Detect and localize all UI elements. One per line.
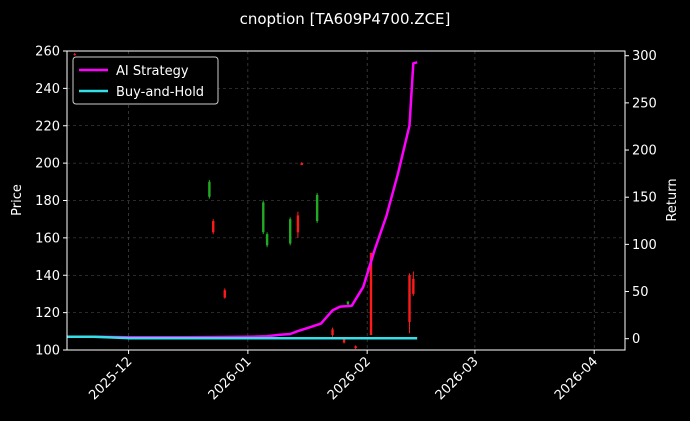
candle-body <box>212 221 215 233</box>
y-left-tick-label: 200 <box>35 157 60 172</box>
chart-title: cnoption [TA609P4700.ZCE] <box>240 10 451 28</box>
candle-body <box>342 338 346 343</box>
candle-body <box>296 215 300 233</box>
y-left-tick-label: 220 <box>35 119 60 134</box>
y-axis-left: 100 120 140 160 180 200 220 240 260 <box>35 45 67 359</box>
legend-label-buy-and-hold: Buy-and-Hold <box>116 85 204 100</box>
y-left-tick-label: 100 <box>35 344 60 359</box>
y-left-tick-label: 160 <box>35 231 60 246</box>
y-right-tick-label: 200 <box>632 144 657 159</box>
legend-label-ai-strategy: AI Strategy <box>116 64 189 79</box>
y-left-tick-label: 140 <box>35 269 60 284</box>
candle-body <box>73 53 76 55</box>
y-left-tick-label: 260 <box>35 45 60 60</box>
y-axis-right-label: Return <box>665 178 680 221</box>
candle-body <box>300 163 303 165</box>
candle-body <box>265 234 269 246</box>
candle-body <box>354 346 357 349</box>
candle-body <box>331 329 334 336</box>
series-lines <box>67 61 418 340</box>
y-right-tick-label: 300 <box>632 49 657 64</box>
y-right-tick-label: 100 <box>632 238 657 253</box>
candle-body <box>412 278 415 294</box>
candle-body <box>408 275 411 322</box>
legend: AI Strategy Buy-and-Hold <box>72 56 219 105</box>
candle-body <box>208 181 211 197</box>
y-axis-right: 0 50 100 150 200 250 300 <box>625 49 657 347</box>
y-left-tick-label: 180 <box>35 194 60 209</box>
y-axis-left-label: Price <box>10 184 25 216</box>
y-right-tick-label: 0 <box>632 332 640 347</box>
y-right-tick-label: 250 <box>632 96 657 111</box>
candle-body <box>223 290 226 298</box>
legend-box <box>72 56 219 105</box>
candle-body <box>369 252 373 336</box>
series-line-buy-and-hold <box>67 335 418 340</box>
y-right-tick-label: 50 <box>632 285 649 300</box>
candle-body <box>262 202 265 233</box>
candle-body <box>346 301 350 305</box>
y-left-tick-label: 240 <box>35 82 60 97</box>
y-left-tick-label: 120 <box>35 306 60 321</box>
candle-body <box>289 219 292 244</box>
candle-body <box>315 194 319 222</box>
candles <box>73 52 415 350</box>
y-right-tick-label: 150 <box>632 191 657 206</box>
